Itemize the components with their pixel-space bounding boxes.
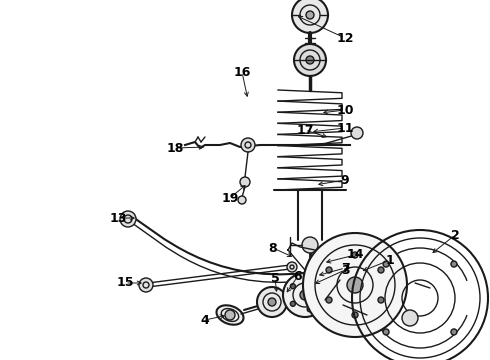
- Circle shape: [378, 267, 384, 273]
- Circle shape: [225, 310, 235, 320]
- Text: 14: 14: [346, 248, 364, 261]
- Text: 16: 16: [233, 66, 251, 78]
- Text: 10: 10: [336, 104, 354, 117]
- Circle shape: [291, 301, 295, 306]
- Circle shape: [283, 273, 327, 317]
- Ellipse shape: [217, 305, 244, 325]
- Text: 4: 4: [200, 314, 209, 327]
- Text: 8: 8: [269, 242, 277, 255]
- Circle shape: [352, 252, 358, 258]
- Circle shape: [351, 127, 363, 139]
- Circle shape: [238, 196, 246, 204]
- Text: 3: 3: [341, 264, 349, 276]
- Circle shape: [451, 329, 457, 335]
- Text: 7: 7: [341, 261, 349, 274]
- Circle shape: [326, 267, 332, 273]
- Circle shape: [326, 297, 332, 303]
- Text: 9: 9: [341, 174, 349, 186]
- Text: 17: 17: [296, 123, 314, 136]
- Text: 2: 2: [451, 229, 459, 242]
- Circle shape: [308, 253, 332, 277]
- Text: 19: 19: [221, 192, 239, 204]
- Circle shape: [402, 310, 418, 326]
- Text: 11: 11: [336, 122, 354, 135]
- Circle shape: [268, 298, 276, 306]
- Circle shape: [307, 307, 312, 312]
- Circle shape: [383, 261, 389, 267]
- Text: 15: 15: [116, 276, 134, 289]
- Circle shape: [291, 284, 295, 289]
- Text: 18: 18: [166, 141, 184, 154]
- Circle shape: [241, 138, 255, 152]
- Circle shape: [120, 211, 136, 227]
- Circle shape: [352, 312, 358, 318]
- Text: 13: 13: [109, 212, 127, 225]
- Circle shape: [292, 0, 328, 33]
- Circle shape: [300, 290, 310, 300]
- Circle shape: [451, 261, 457, 267]
- Circle shape: [294, 44, 326, 76]
- Circle shape: [306, 11, 314, 19]
- Circle shape: [307, 278, 312, 283]
- Circle shape: [303, 233, 407, 337]
- Circle shape: [240, 177, 250, 187]
- Circle shape: [139, 278, 153, 292]
- Text: 5: 5: [270, 271, 279, 284]
- Circle shape: [287, 262, 297, 272]
- Circle shape: [306, 56, 314, 64]
- Circle shape: [318, 292, 322, 297]
- Text: 1: 1: [386, 253, 394, 266]
- Circle shape: [347, 277, 363, 293]
- Text: 6: 6: [294, 270, 302, 283]
- Circle shape: [302, 237, 318, 253]
- Text: 12: 12: [336, 32, 354, 45]
- Circle shape: [378, 297, 384, 303]
- Circle shape: [383, 329, 389, 335]
- Circle shape: [257, 287, 287, 317]
